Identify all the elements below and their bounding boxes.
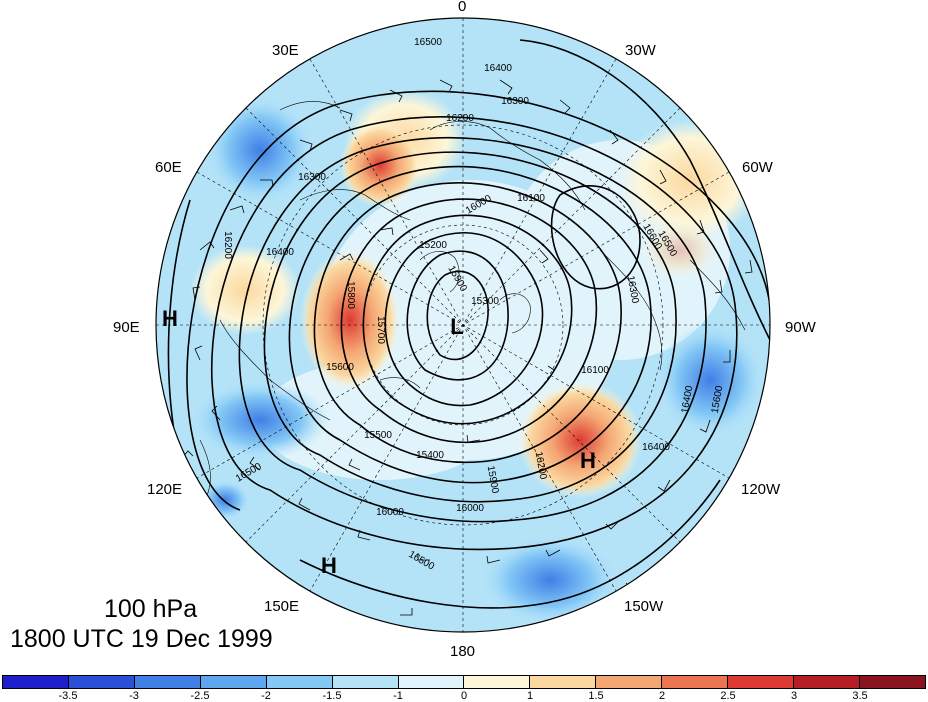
contour-label: 16400 <box>484 63 512 74</box>
colorbar-swatch <box>859 676 925 688</box>
valid-time-label: 1800 UTC 19 Dec 1999 <box>10 625 273 653</box>
colorbar-swatch <box>728 676 795 688</box>
contour-label: 15600 <box>710 384 726 414</box>
contour-label: 15900 <box>485 465 501 495</box>
contour-label: 16400 <box>642 442 670 453</box>
colorbar-swatch <box>68 676 135 688</box>
shaded-anomaly-field <box>156 18 770 632</box>
pressure-center-high: H <box>321 553 337 578</box>
colorbar-label: -3.5 <box>58 690 78 702</box>
contour-label: 15400 <box>416 450 444 461</box>
lon-label-120e: 120E <box>147 481 183 498</box>
contour-label: 15600 <box>326 362 354 373</box>
contour-label: 16200 <box>533 451 549 481</box>
lon-label-90w: 90W <box>785 319 816 336</box>
lon-label-150w: 150W <box>624 598 664 615</box>
contour-label: 16000 <box>376 507 404 518</box>
contour-label: 16200 <box>222 231 233 259</box>
colorbar-swatch <box>332 676 399 688</box>
colorbar-label: 1 <box>526 690 534 702</box>
lon-label-30e: 30E <box>272 42 299 59</box>
contour-label: 16300 <box>625 275 641 305</box>
lon-label-0: 0 <box>458 0 467 15</box>
colorbar-label: -3 <box>129 690 139 702</box>
colorbar-label: -2.5 <box>190 690 210 702</box>
contour-label: 16400 <box>680 384 696 414</box>
contour-label: 15200 <box>419 240 447 251</box>
lon-label-60e: 60E <box>155 159 182 176</box>
colorbar-label: 0 <box>460 690 468 702</box>
colorbar-swatch <box>134 676 201 688</box>
lon-label-90e: 90E <box>113 319 140 336</box>
colorbar-swatch <box>200 676 267 688</box>
colorbar-label: 2.5 <box>720 690 736 702</box>
contour-label: 16300 <box>501 96 529 107</box>
contour-label: 15800 <box>345 281 356 309</box>
colorbar-label: 2 <box>658 690 666 702</box>
colorbar-label: 3.5 <box>852 690 868 702</box>
colorbar <box>2 675 926 689</box>
wind-barbs <box>179 59 753 616</box>
pressure-center-low: L <box>450 314 463 339</box>
lon-label-30w: 30W <box>625 42 656 59</box>
contour-label: 16500 <box>414 37 442 48</box>
map-boundary <box>155 17 771 633</box>
colorbar-swatch <box>662 676 729 688</box>
colorbar-swatch <box>794 676 860 688</box>
graticule <box>156 18 770 632</box>
colorbar-swatch <box>596 676 663 688</box>
colorbar-label: -1 <box>393 690 403 702</box>
contour-label: 15300 <box>471 296 499 307</box>
colorbar-label: 3 <box>790 690 798 702</box>
colorbar-swatch <box>398 676 465 688</box>
lon-label-180: 180 <box>450 643 476 660</box>
contour-label: 15500 <box>364 430 392 441</box>
lon-label-60w: 60W <box>742 159 773 176</box>
pressure-center-high: H <box>162 306 178 331</box>
contour-label: 16400 <box>266 247 294 258</box>
colorbar-swatch <box>3 676 69 688</box>
colorbar-swatch <box>530 676 597 688</box>
contour-label: 16100 <box>581 365 609 376</box>
contour-label: 16300 <box>298 172 326 183</box>
colorbar-label: -1.5 <box>322 690 342 702</box>
contour-label: 16100 <box>517 193 545 204</box>
pressure-center-high: H <box>580 448 596 473</box>
pressure-centers: H L H H <box>162 306 596 578</box>
colorbar-label: 1.5 <box>588 690 604 702</box>
contour-label: 16200 <box>446 113 474 124</box>
colorbar-swatch <box>464 676 531 688</box>
lon-label-150e: 150E <box>264 598 300 615</box>
colorbar-label: -2 <box>261 690 271 702</box>
pressure-level-label: 100 hPa <box>104 595 198 623</box>
contour-label: 15700 <box>375 316 386 344</box>
colorbar-swatch <box>266 676 333 688</box>
contour-label: 16000 <box>456 503 484 514</box>
lon-label-120w: 120W <box>741 481 781 498</box>
